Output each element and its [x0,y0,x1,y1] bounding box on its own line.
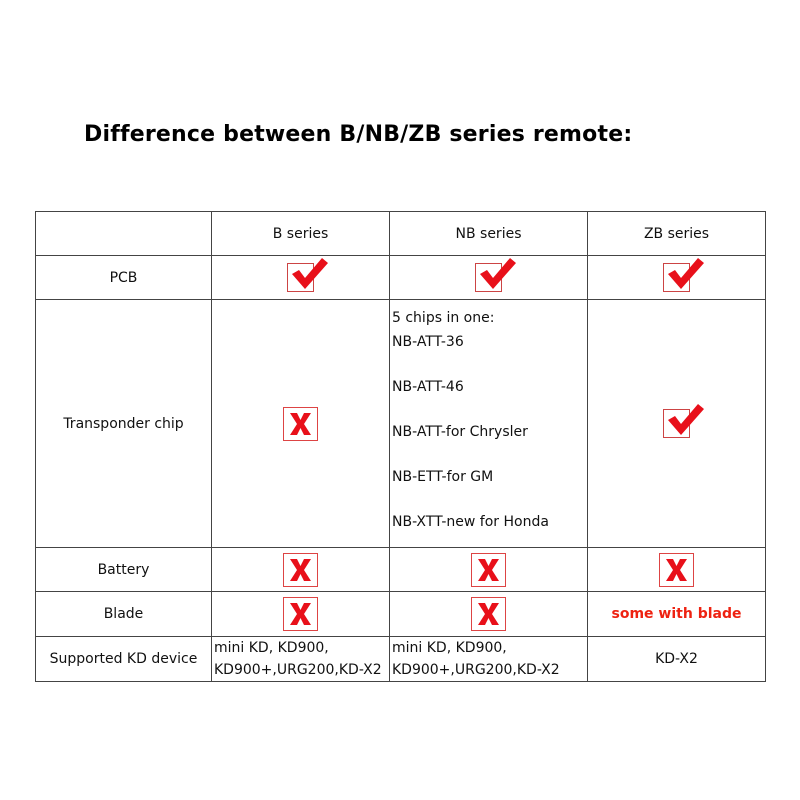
kd-text: mini KD, KD900, [214,640,329,656]
cell [211,255,390,300]
check-icon [287,258,328,292]
header-empty [35,211,212,256]
x-icon [471,552,506,587]
header-row: B series NB series ZB series [35,211,766,256]
x-icon [471,597,506,631]
kd-text: KD900+,URG200,KD-X2 [392,662,560,678]
cell [211,591,390,637]
header-nb-series: NB series [389,211,588,256]
x-icon [283,406,318,441]
table-row-blade: Blade some with blade [35,591,766,637]
row-label: Transponder chip [35,299,212,548]
x-icon [659,552,694,587]
cell [587,299,766,548]
table-row-pcb: PCB [35,255,766,300]
x-icon [283,597,318,631]
cell [211,299,390,548]
table-row-transponder: Transponder chip 5 chips in one: NB-ATT-… [35,299,766,548]
header-b-series: B series [211,211,390,256]
comparison-table: B series NB series ZB series PCB Transpo… [35,211,766,682]
header-zb-series: ZB series [587,211,766,256]
row-label: Battery [35,547,212,592]
cell [389,591,588,637]
cell [587,547,766,592]
cell [587,255,766,300]
blade-note: some with blade [587,591,766,637]
chip-text: 5 chips in one: [392,309,495,326]
kd-text: KD900+,URG200,KD-X2 [214,662,382,678]
cell [389,255,588,300]
page-title: Difference between B/NB/ZB series remote… [84,122,633,147]
chip-text: NB-ATT-36 [392,333,464,350]
kd-text: mini KD, KD900, [392,640,507,656]
kd-text: KD-X2 [587,636,766,682]
chip-text: NB-XTT-new for Honda [392,513,549,530]
table-row-kd: Supported KD device mini KD, KD900, KD900… [35,636,766,682]
x-icon [283,552,318,587]
row-label: Supported KD device [35,636,212,682]
cell: mini KD, KD900, KD900+,URG200,KD-X2 [389,636,588,682]
table-row-battery: Battery [35,547,766,592]
chip-text: NB-ETT-for GM [392,468,494,485]
cell: mini KD, KD900, KD900+,URG200,KD-X2 [211,636,390,682]
check-icon [475,258,516,292]
cell [389,547,588,592]
cell [211,547,390,592]
check-icon [663,258,704,292]
row-label: Blade [35,591,212,637]
check-icon [663,404,704,438]
chip-text: NB-ATT-for Chrysler [392,423,528,440]
row-label: PCB [35,255,212,300]
chip-text: NB-ATT-46 [392,378,464,395]
chip-list: 5 chips in one: NB-ATT-36 NB-ATT-46 NB-A… [389,299,588,548]
